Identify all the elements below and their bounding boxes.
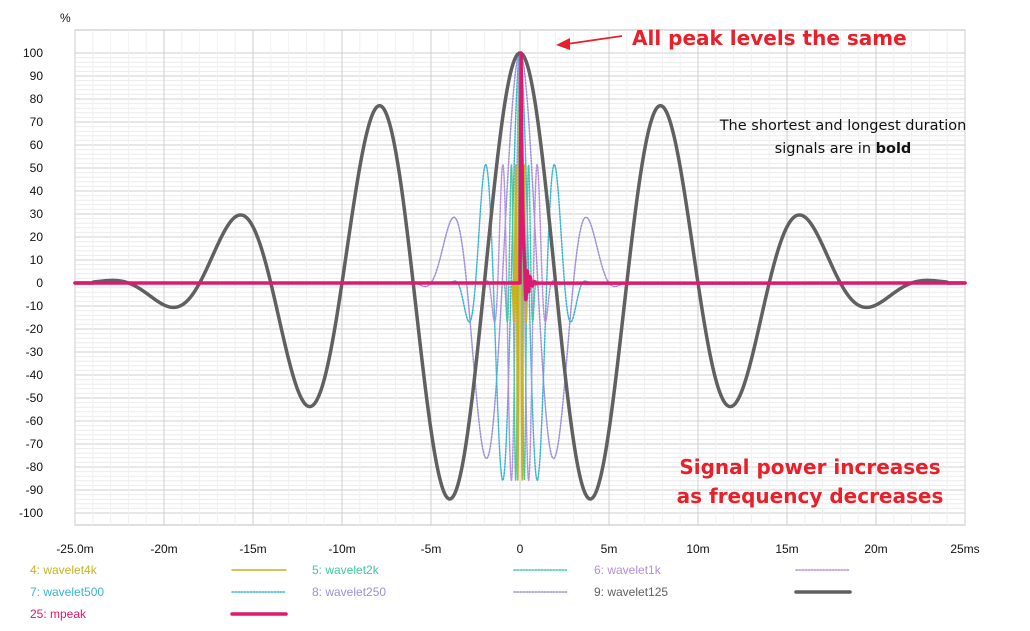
legend-label-wavelet1k: 6: wavelet1k (594, 563, 662, 577)
y-unit-label: % (60, 11, 71, 25)
peak-annotation-arrowhead (556, 38, 570, 50)
x-tick-label: -5m (421, 542, 442, 556)
legend-label-mpeak: 25: mpeak (30, 607, 87, 621)
y-tick-label: 10 (30, 253, 44, 267)
x-tick-label: -25.0m (56, 542, 93, 556)
y-tick-label: 0 (36, 276, 43, 290)
y-tick-label: 40 (30, 184, 44, 198)
y-tick-label: 60 (30, 138, 44, 152)
series-layer (73, 51, 967, 501)
y-tick-label: -10 (26, 299, 44, 313)
y-tick-label: -80 (26, 460, 44, 474)
y-tick-label: -40 (26, 368, 44, 382)
y-tick-label: -20 (26, 322, 44, 336)
x-tick-label: 15m (775, 542, 798, 556)
legend-label-wavelet250: 8: wavelet250 (312, 585, 386, 599)
y-tick-label: -30 (26, 345, 44, 359)
y-tick-label: -50 (26, 391, 44, 405)
y-tick-label: -100 (19, 506, 43, 520)
y-tick-label: 80 (30, 92, 44, 106)
peak-annotation-arrow (559, 35, 623, 46)
x-tick-label: 10m (686, 542, 709, 556)
bold-note-line-2-text: signals are in (775, 141, 876, 157)
y-tick-label: -60 (26, 414, 44, 428)
x-tick-label: 0 (517, 542, 524, 556)
peak-annotation-text: All peak levels the same (632, 26, 907, 50)
x-tick-label: -10m (328, 542, 355, 556)
series-mpeak-line (73, 51, 967, 302)
legend-label-wavelet125: 9: wavelet125 (594, 585, 668, 599)
x-tick-label: 5m (601, 542, 618, 556)
bold-note-bold-word: bold (876, 141, 912, 157)
x-tick-label: -15m (239, 542, 266, 556)
legend: 4: wavelet4k 5: wavelet2k 6: wavelet1k 7: w… (30, 563, 852, 621)
bold-note-line-1: The shortest and longest duration (719, 118, 967, 134)
power-note-line-2: as frequency decreases (677, 484, 944, 508)
y-tick-label: 100 (23, 46, 43, 60)
annotations: % All peak levels the same The shortest … (60, 11, 966, 508)
y-tick-label: 70 (30, 115, 44, 129)
legend-label-wavelet500: 7: wavelet500 (30, 585, 104, 599)
y-tick-label: 90 (30, 69, 44, 83)
tick-labels: 1009080706050403020100-10-20-30-40-50-60… (19, 46, 980, 556)
y-tick-label: 50 (30, 161, 44, 175)
legend-label-wavelet4k: 4: wavelet4k (30, 563, 98, 577)
x-tick-label: 20m (864, 542, 887, 556)
y-tick-label: 20 (30, 230, 44, 244)
y-tick-label: -70 (26, 437, 44, 451)
x-tick-label: -20m (150, 542, 177, 556)
legend-label-wavelet2k: 5: wavelet2k (312, 563, 380, 577)
x-tick-label: 25ms (950, 542, 979, 556)
bold-note-line-2: signals are in bold (775, 141, 912, 157)
y-tick-label: 30 (30, 207, 44, 221)
power-note-line-1: Signal power increases (679, 455, 940, 479)
y-tick-label: -90 (26, 483, 44, 497)
